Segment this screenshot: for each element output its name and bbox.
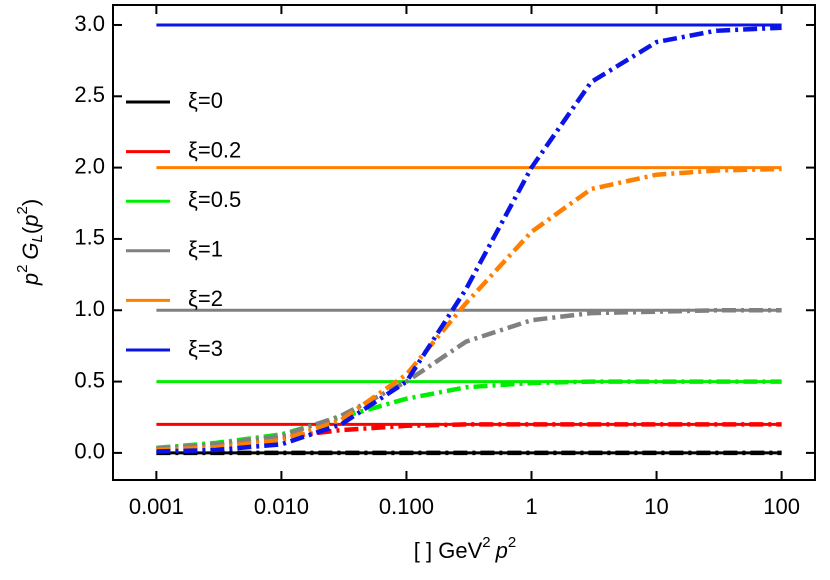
y-tick-label: 1.0 — [74, 296, 105, 321]
y-tick-label: 2.0 — [74, 153, 105, 178]
legend-label: ξ=0 — [188, 88, 223, 113]
y-tick-label: 0.0 — [74, 439, 105, 464]
x-axis-label: [ ] GeV2 p2 — [414, 534, 516, 563]
y-tick-label: 2.5 — [74, 82, 105, 107]
dashed-curve — [156, 308, 782, 451]
plot-frame — [112, 4, 816, 481]
legend-label: ξ=2 — [188, 286, 223, 311]
y-tick-label: 0.5 — [74, 367, 105, 392]
y-tick-label: 1.5 — [74, 225, 105, 250]
legend-label: ξ=0.2 — [188, 137, 241, 162]
y-axis-label: p2GL(p2) — [14, 199, 46, 286]
dashed-curve — [156, 166, 782, 453]
x-tick-label: 0.010 — [254, 494, 309, 519]
x-tick-label: 10 — [644, 494, 668, 519]
x-tick-label: 1 — [525, 494, 537, 519]
x-tick-label: 100 — [763, 494, 800, 519]
legend-label: ξ=0.5 — [188, 187, 241, 212]
legend-label: ξ=1 — [188, 237, 223, 262]
dashed-curve — [156, 422, 782, 451]
y-tick-label: 3.0 — [74, 11, 105, 36]
x-tick-label: 0.001 — [129, 494, 184, 519]
dashed-curve — [156, 379, 782, 451]
dashed-curve — [156, 25, 782, 454]
legend-label: ξ=3 — [188, 336, 223, 361]
x-tick-label: 0.100 — [379, 494, 434, 519]
